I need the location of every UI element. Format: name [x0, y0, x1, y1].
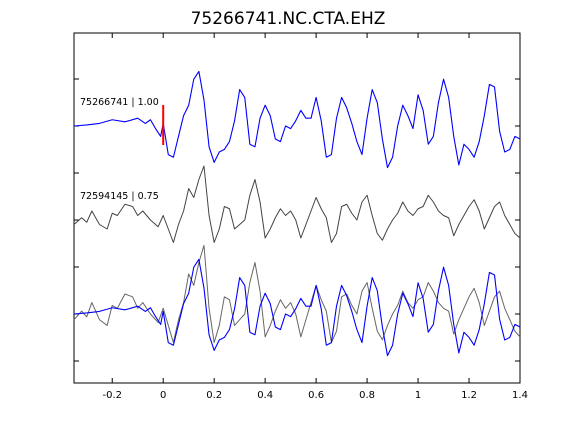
chart-title: 75266741.NC.CTA.EHZ	[191, 9, 386, 29]
x-tick-label: 0.2	[206, 390, 222, 401]
x-tick-label: 0.4	[257, 390, 273, 401]
x-axis-ticks: -0.2 0 0.2 0.4 0.6 0.8 1 1.2 1.4	[102, 33, 528, 401]
trace-line-match	[73, 165, 521, 243]
x-tick-label: 0.6	[308, 390, 324, 401]
x-tick-label: 1.4	[512, 390, 528, 401]
x-tick-label: -0.2	[102, 390, 122, 401]
x-tick-label: 0	[160, 390, 166, 401]
trace-label: 75266741 | 1.00	[80, 97, 159, 108]
trace-line-overlay-match	[73, 244, 521, 344]
plot-frame	[73, 32, 521, 384]
x-tick-label: 1.2	[461, 390, 477, 401]
x-tick-label: 0.8	[359, 390, 375, 401]
trace-label: 72594145 | 0.75	[80, 191, 159, 202]
trace-labels: 75266741 | 1.00 72594145 | 0.75	[80, 97, 159, 202]
x-tick-label: 1	[415, 390, 421, 401]
trace-line-reference	[73, 70, 521, 169]
trace-line-overlay-reference	[73, 258, 521, 357]
trace-lines	[73, 70, 521, 357]
